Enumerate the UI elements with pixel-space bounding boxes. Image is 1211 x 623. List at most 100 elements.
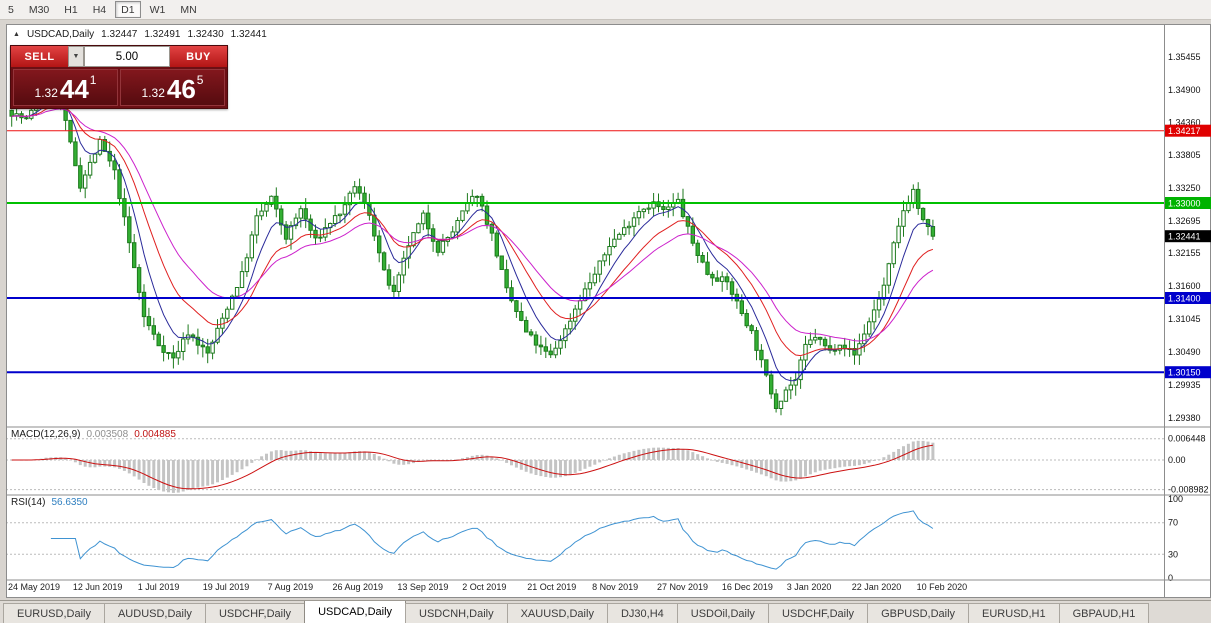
- bear-candle: [313, 229, 318, 239]
- macd-histogram-bar: [167, 460, 170, 493]
- bear-candle: [372, 214, 377, 237]
- buy-button[interactable]: BUY: [170, 46, 227, 67]
- macd-histogram-bar: [769, 460, 773, 479]
- chart-tab-gbpaud-h1[interactable]: GBPAUD,H1: [1058, 603, 1150, 623]
- date-axis-label: 12 Jun 2019: [73, 582, 123, 592]
- macd-histogram-bar: [348, 452, 352, 460]
- bear-candle: [818, 336, 823, 340]
- sell-button[interactable]: SELL: [11, 46, 68, 67]
- macd-histogram-bar: [906, 443, 910, 460]
- timeframe-button-h1[interactable]: H1: [64, 3, 78, 16]
- chart-tab-gbpusd-daily[interactable]: GBPUSD,Daily: [867, 603, 970, 623]
- chart-tab-usdoil-daily[interactable]: USDOil,Daily: [676, 603, 769, 623]
- macd-histogram-bar: [64, 458, 68, 460]
- timeframe-button-d1[interactable]: D1: [115, 1, 141, 18]
- macd-histogram-bar: [823, 460, 827, 470]
- macd-histogram-bar: [867, 460, 871, 463]
- volume-input[interactable]: 5.00: [84, 46, 170, 67]
- macd-histogram-bar: [681, 449, 685, 460]
- bull-candle: [332, 215, 338, 225]
- date-axis-label: 24 May 2019: [8, 582, 60, 592]
- chart-tab-usdchf-daily[interactable]: USDCHF,Daily: [767, 603, 869, 623]
- macd-histogram-bar: [363, 451, 366, 460]
- timeframe-button-w1[interactable]: W1: [149, 3, 166, 16]
- bear-candle: [430, 228, 436, 242]
- macd-histogram-bar: [892, 451, 896, 460]
- price-level-badge: [1165, 197, 1211, 209]
- bear-candle: [822, 338, 828, 347]
- price-badge-label: 1.32441: [1168, 232, 1201, 242]
- chart-tab-eurusd-daily[interactable]: EURUSD,Daily: [3, 603, 105, 623]
- price-badge-label: 1.33000: [1168, 199, 1201, 209]
- chart-tab-dj30-h4[interactable]: DJ30,H4: [606, 603, 678, 623]
- ma-slow-magenta-line: [11, 108, 934, 342]
- bull-candle: [249, 234, 255, 259]
- macd-histogram-bar: [573, 460, 577, 473]
- bear-candle: [715, 277, 720, 282]
- bull-candle: [323, 227, 328, 238]
- bear-candle: [200, 344, 206, 348]
- bear-candle: [435, 240, 441, 253]
- macd-histogram-bar: [686, 450, 690, 460]
- chart-tab-usdchf-daily[interactable]: USDCHF,Daily: [204, 603, 306, 623]
- bear-candle: [773, 393, 779, 409]
- macd-histogram-bar: [108, 460, 112, 467]
- bear-candle: [925, 219, 931, 228]
- bear-candle: [489, 223, 495, 234]
- buy-price-big-digits: 46: [166, 74, 196, 105]
- chart-tab-usdcad-daily[interactable]: USDCAD,Daily: [304, 601, 407, 623]
- ohlc-high: 1.32491: [144, 29, 181, 40]
- rsi-axis-label: 0: [1168, 573, 1173, 583]
- timeframe-button-h4[interactable]: H4: [92, 3, 107, 16]
- macd-histogram-bar: [789, 460, 793, 482]
- bear-candle: [695, 242, 700, 256]
- ma-mid-red-line: [11, 105, 934, 357]
- timeframe-button-m30[interactable]: M30: [28, 3, 50, 16]
- buy-price-prefix: 1.32: [141, 85, 165, 100]
- chart-tab-usdcnh-daily[interactable]: USDCNH,Daily: [405, 603, 508, 623]
- date-axis-label: 1 Jul 2019: [138, 582, 180, 592]
- bear-candle: [357, 186, 362, 194]
- macd-histogram-bar: [857, 460, 861, 466]
- moving-averages: [11, 99, 934, 382]
- buy-price-display[interactable]: 1.32 46 5: [120, 69, 225, 106]
- price-tick-label: 1.29935: [1168, 380, 1201, 390]
- bull-candle: [568, 320, 573, 330]
- macd-histogram-bar: [740, 460, 744, 468]
- bull-candle: [788, 384, 793, 391]
- macd-histogram-bar: [706, 458, 709, 460]
- macd-histogram-bar: [735, 460, 739, 467]
- macd-histogram-bar: [279, 450, 283, 460]
- macd-signal-value: 0.004885: [134, 429, 176, 440]
- bear-candle: [151, 325, 157, 335]
- bull-candle: [597, 260, 602, 275]
- rsi-name: RSI(14): [11, 497, 46, 508]
- chart-tab-audusd-daily[interactable]: AUDUSD,Daily: [103, 603, 206, 623]
- macd-histogram-bar: [539, 460, 543, 477]
- timeframe-button-5[interactable]: 5: [8, 3, 14, 16]
- timeframe-button-mn[interactable]: MN: [180, 3, 197, 16]
- macd-histogram-bar: [230, 460, 234, 475]
- collapse-chart-icon[interactable]: ▲: [13, 31, 20, 38]
- macd-histogram-bar: [132, 460, 136, 477]
- macd-name: MACD(12,26,9): [11, 429, 81, 440]
- macd-histogram-bar: [220, 460, 224, 480]
- sell-price-pip-digit: 1: [89, 73, 97, 87]
- date-axis-label: 21 Oct 2019: [527, 582, 576, 592]
- macd-histogram-bar: [397, 460, 401, 465]
- price-badge-label: 1.30150: [1168, 368, 1201, 378]
- chart-tab-eurusd-h1[interactable]: EURUSD,H1: [968, 603, 1060, 623]
- bull-candle: [783, 389, 789, 402]
- macd-signal-line: [11, 444, 933, 490]
- volume-dropdown-icon[interactable]: ▼: [68, 46, 84, 67]
- macd-histogram-bar: [235, 460, 239, 473]
- macd-histogram-bar: [353, 451, 357, 460]
- bull-candle: [421, 212, 426, 225]
- sell-price-display[interactable]: 1.32 44 1: [13, 69, 118, 106]
- bear-candle: [538, 344, 544, 348]
- macd-histogram-bar: [671, 448, 675, 460]
- bull-candle: [288, 225, 294, 240]
- macd-histogram-bar: [862, 460, 866, 465]
- chart-tab-xauusd-daily[interactable]: XAUUSD,Daily: [506, 603, 608, 623]
